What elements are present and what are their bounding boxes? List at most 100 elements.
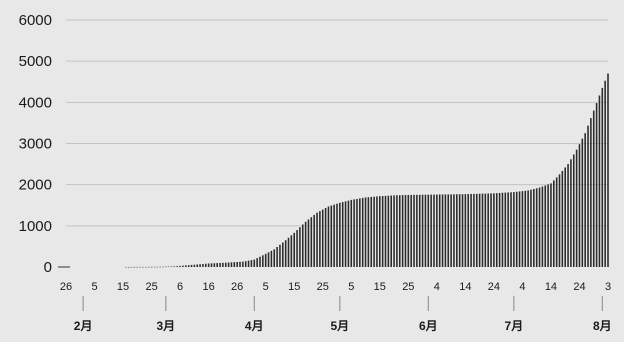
month-label: 2月 (74, 319, 93, 333)
bar (125, 266, 127, 268)
bar (550, 183, 552, 267)
bar (487, 193, 489, 267)
y-tick-label: 0 (44, 259, 52, 276)
bar (244, 261, 247, 267)
bar (296, 230, 298, 267)
bar (284, 240, 287, 267)
bar (490, 193, 492, 267)
y-tick-label: 4000 (19, 94, 52, 111)
bar (133, 266, 136, 268)
bar (504, 192, 507, 267)
bar (507, 192, 509, 267)
bar (364, 197, 367, 267)
bar (299, 227, 301, 267)
bar (276, 247, 278, 267)
bar (282, 242, 284, 267)
month-label: 4月 (245, 319, 264, 333)
x-tick-label: 15 (288, 281, 300, 293)
bar (210, 263, 213, 267)
x-tick-label: 25 (402, 281, 414, 293)
bar (196, 264, 199, 267)
bar (162, 266, 164, 268)
bar (553, 180, 555, 267)
bar (501, 192, 504, 267)
bar (467, 194, 470, 267)
bar (438, 194, 441, 267)
bar (413, 194, 415, 267)
bar (147, 266, 150, 268)
x-tick-label: 26 (60, 281, 72, 293)
bar (145, 266, 147, 268)
bar (396, 195, 398, 267)
bar (279, 244, 281, 267)
bar (427, 194, 430, 267)
bar (495, 193, 498, 267)
bar (590, 118, 592, 267)
bar (607, 73, 609, 268)
bar (313, 214, 315, 267)
bar (319, 211, 321, 267)
bar (510, 192, 512, 267)
bar (376, 196, 378, 267)
bar (213, 263, 216, 267)
bar (379, 196, 381, 267)
bar (518, 191, 521, 267)
bar (601, 87, 604, 268)
bar (290, 235, 293, 267)
bar (167, 266, 170, 268)
month-label: 3月 (156, 319, 175, 333)
bar (521, 191, 524, 267)
bar (304, 221, 307, 267)
bar (307, 219, 310, 267)
bar (558, 174, 561, 268)
bar (421, 194, 424, 267)
bar (444, 194, 447, 267)
bar (567, 164, 569, 267)
x-tick-label: 16 (203, 281, 215, 293)
bar (564, 167, 566, 267)
bar (481, 193, 484, 267)
month-label: 7月 (505, 319, 524, 333)
bar (453, 194, 455, 267)
bar (207, 263, 210, 267)
bar (339, 202, 341, 267)
bar (456, 194, 458, 267)
bar (185, 265, 187, 267)
bar (353, 199, 355, 267)
bar (578, 144, 581, 267)
bar (450, 194, 452, 267)
bar (570, 159, 572, 267)
bar (336, 203, 338, 267)
bar (441, 194, 444, 267)
bar (287, 237, 290, 267)
bar (179, 265, 181, 267)
bar (535, 188, 538, 267)
bar (293, 232, 295, 267)
x-tick-label: 5 (263, 281, 269, 293)
bar (341, 202, 344, 267)
bar (478, 193, 481, 267)
y-tick-label: 6000 (19, 12, 52, 29)
x-tick-label: 25 (145, 281, 157, 293)
bar (381, 196, 384, 267)
bar (436, 194, 438, 267)
bar (327, 206, 330, 267)
x-tick-label: 15 (117, 281, 129, 293)
bar (250, 260, 253, 267)
bar (430, 194, 432, 267)
bar (230, 262, 233, 267)
bar (587, 125, 589, 267)
bar (170, 266, 173, 267)
bar (524, 190, 527, 267)
bar (236, 261, 238, 267)
bar (130, 266, 133, 268)
bar (370, 196, 373, 267)
bar (515, 191, 518, 267)
x-tick-label: 5 (348, 281, 354, 293)
bar (604, 80, 606, 267)
bar (447, 194, 450, 267)
x-tick-label: 14 (459, 281, 471, 293)
bar (253, 259, 256, 267)
bar (493, 193, 495, 267)
